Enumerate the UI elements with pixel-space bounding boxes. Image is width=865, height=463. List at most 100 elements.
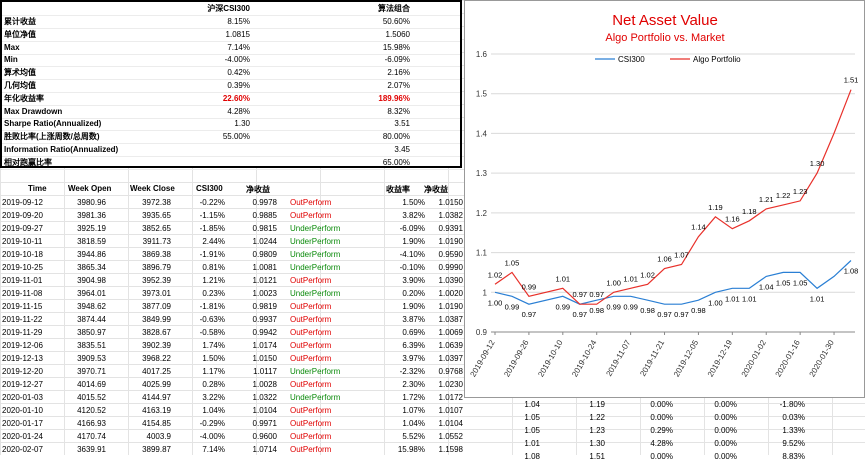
summary-row: 相对跑赢比率 65.00% xyxy=(2,156,460,170)
cell-net-return-2: 0.9990 xyxy=(438,263,463,272)
cell-time: 2019-12-27 xyxy=(2,380,43,389)
cell-net-return-2: 1.0107 xyxy=(438,406,463,415)
summary-algo-value: 189.96% xyxy=(378,93,410,103)
x-tick-label: 2020-01-30 xyxy=(808,338,837,378)
cell-week-close: 3849.99 xyxy=(142,315,171,324)
y-tick-label: 1.1 xyxy=(476,249,488,258)
y-tick-label: 1.4 xyxy=(476,129,488,138)
summary-label: 几何均值 xyxy=(4,81,36,90)
x-tick-label: 2020-01-02 xyxy=(740,338,769,378)
table-row: 2019-11-08 3964.01 3973.01 0.23% 1.0023 Under… xyxy=(0,287,475,300)
summary-csi-value: 22.60% xyxy=(222,93,250,103)
cell-csi300: 7.14% xyxy=(202,445,225,454)
data-label: 0.99 xyxy=(623,302,638,311)
cell-net-return-2: 1.0190 xyxy=(438,237,463,246)
summary-label: Max xyxy=(4,42,20,52)
cell-week-open: 4014.69 xyxy=(77,380,106,389)
cell-return-rate: -2.32% xyxy=(399,367,425,376)
cell-return-rate: 6.39% xyxy=(402,341,425,350)
x-tick-label: 2019-10-10 xyxy=(536,338,565,378)
data-label: 1.05 xyxy=(505,258,520,267)
cell-time: 2019-09-27 xyxy=(2,224,43,233)
data-label: 0.98 xyxy=(640,306,655,315)
summary-algo-value: 80.00% xyxy=(382,132,410,142)
cell-performance: UnderPerform xyxy=(290,289,341,298)
cell-net-return-2: 1.0387 xyxy=(438,315,463,324)
data-label: 0.97 xyxy=(572,290,587,299)
col-net-return-2: 净收益 xyxy=(424,185,448,194)
cell-performance: UnderPerform xyxy=(290,367,341,376)
data-label: 0.98 xyxy=(691,306,706,315)
cell-return-rate: 3.82% xyxy=(402,211,425,220)
cell-week-close: 3968.22 xyxy=(142,354,171,363)
table-row: 2020-02-07 3639.91 3899.87 7.14% 1.0714 OutPe… xyxy=(0,443,475,456)
cell-week-open: 3909.53 xyxy=(77,354,106,363)
data-label: 1.05 xyxy=(776,278,791,287)
cell-net-return: 0.9942 xyxy=(252,328,277,337)
cell-week-open: 3970.71 xyxy=(77,367,106,376)
cell-net-return: 0.9885 xyxy=(252,211,277,220)
cell-net-return: 1.0028 xyxy=(252,380,277,389)
cell-return-rate: 3.90% xyxy=(402,276,425,285)
cell-net-return-2: 1.0150 xyxy=(438,198,463,207)
x-tick-label: 2019-10-24 xyxy=(570,338,599,378)
extra-cell: 1.30 xyxy=(589,439,605,448)
cell-csi300: 3.22% xyxy=(202,393,225,402)
summary-label: Max Drawdown xyxy=(4,106,63,116)
cell-week-close: 4144.97 xyxy=(142,393,171,402)
extra-row: 1.05 1.23 0.29% 0.00% 1.33% xyxy=(470,424,865,437)
summary-algo-value: 2.07% xyxy=(387,81,410,90)
cell-csi300: 1.04% xyxy=(202,406,225,415)
cell-return-rate: 1.90% xyxy=(402,302,425,311)
legend-label: CSI300 xyxy=(618,55,645,64)
extra-row: 1.01 1.30 4.28% 0.00% 9.52% xyxy=(470,437,865,450)
cell-net-return-2: 1.0390 xyxy=(438,276,463,285)
extra-cell: 0.00% xyxy=(650,413,673,422)
data-label: 1.19 xyxy=(708,203,723,212)
cell-return-rate: 0.69% xyxy=(402,328,425,337)
summary-algo-value: 8.32% xyxy=(387,106,410,116)
data-label: 1.02 xyxy=(640,270,655,279)
x-tick-label: 2019-11-07 xyxy=(604,338,632,378)
y-tick-label: 1.5 xyxy=(476,90,488,99)
cell-net-return-2: 1.0382 xyxy=(438,211,463,220)
cell-time: 2019-10-25 xyxy=(2,263,43,272)
x-tick-label: 2019-12-05 xyxy=(672,338,701,378)
extra-cell: 0.00% xyxy=(714,413,737,422)
table-row: 2019-12-20 3970.71 4017.25 1.17% 1.0117 Under… xyxy=(0,365,475,378)
summary-algo-value: 2.16% xyxy=(387,68,410,78)
data-label: 1.51 xyxy=(844,76,859,85)
cell-time: 2020-01-17 xyxy=(2,419,43,428)
table-row: 2019-11-01 3904.98 3952.39 1.21% 1.0121 OutPe… xyxy=(0,274,475,287)
extra-cell: 4.28% xyxy=(650,439,673,448)
cell-performance: OutPerform xyxy=(290,432,332,441)
cell-performance: OutPerform xyxy=(290,315,332,324)
cell-week-close: 3896.79 xyxy=(142,263,171,272)
cell-net-return: 0.9937 xyxy=(252,315,277,324)
data-label: 1.01 xyxy=(725,294,740,303)
table-row: 2020-01-10 4120.52 4163.19 1.04% 1.0104 OutPe… xyxy=(0,404,475,417)
table-row: 2019-10-18 3944.86 3869.38 -1.91% 0.9809 Unde… xyxy=(0,248,475,261)
summary-algo-value: 3.45 xyxy=(394,145,410,154)
legend-label: Algo Portfolio xyxy=(693,55,741,64)
cell-csi300: -0.63% xyxy=(199,315,225,324)
cell-net-return-2: 0.9391 xyxy=(438,224,463,233)
data-label: 1.23 xyxy=(793,187,808,196)
summary-row: 算术均值 0.42% 2.16% xyxy=(2,66,460,81)
cell-net-return: 0.9971 xyxy=(252,419,277,428)
cell-performance: OutPerform xyxy=(290,354,332,363)
nav-chart: Net Asset Value Algo Portfolio vs. Marke… xyxy=(464,0,865,398)
cell-week-close: 3973.01 xyxy=(142,289,171,298)
series-line-algo-portfolio xyxy=(494,89,852,305)
series-line-csi300 xyxy=(494,260,852,305)
cell-performance: UnderPerform xyxy=(290,250,341,259)
cell-return-rate: 5.52% xyxy=(402,432,425,441)
cell-week-close: 4017.25 xyxy=(142,367,171,376)
summary-header-algo: 算法组合 xyxy=(378,4,410,13)
cell-net-return: 1.0121 xyxy=(252,276,277,285)
cell-csi300: 0.81% xyxy=(202,263,225,272)
cell-performance: OutPerform xyxy=(290,406,332,415)
cell-week-open: 4170.74 xyxy=(77,432,106,441)
y-tick-label: 1.2 xyxy=(476,209,488,218)
cell-week-close: 3899.87 xyxy=(142,445,171,454)
